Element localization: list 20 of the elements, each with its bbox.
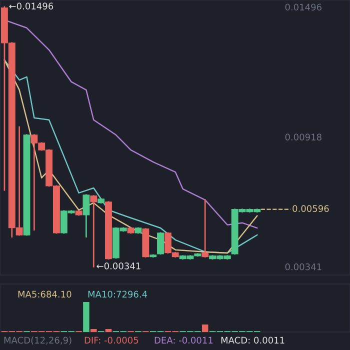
y-tick-label: 0.01496 xyxy=(285,4,322,11)
text: MA5:684.10 xyxy=(18,290,72,298)
candlestick xyxy=(82,194,90,238)
bar xyxy=(202,324,208,332)
text: MA10:7296.4 xyxy=(88,290,148,298)
ref-line-label: 0.00596 xyxy=(292,205,329,212)
bar xyxy=(105,329,112,332)
y-tick-label: 0.00918 xyxy=(285,134,322,140)
bar xyxy=(83,302,90,332)
text: DIF: -0.0005 xyxy=(84,336,138,344)
candlestick xyxy=(157,232,164,255)
text: DEA: -0.0011 xyxy=(154,336,213,344)
candlestick xyxy=(202,199,209,258)
text: MACD: 0.0011 xyxy=(221,336,284,344)
bar xyxy=(90,329,97,332)
candlestick xyxy=(90,195,98,268)
text: MACD(12,26,9) xyxy=(4,336,72,345)
annotation: ←0.00341 xyxy=(96,262,140,270)
annotation: ←0.01496 xyxy=(9,2,54,10)
y-tick-label: 0.00341 xyxy=(285,263,322,270)
